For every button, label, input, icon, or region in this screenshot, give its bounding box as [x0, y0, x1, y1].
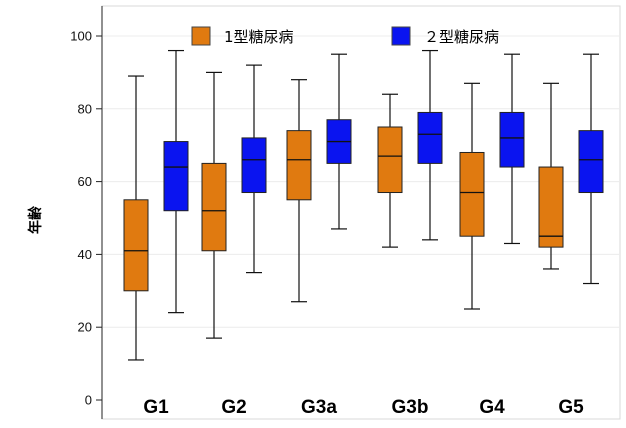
plot-area [101, 5, 621, 420]
legend-label-type1: 1型糖尿病 [224, 28, 294, 46]
box-type2 [241, 137, 267, 194]
category-label: G4 [479, 397, 505, 418]
y-tick-label: 80 [78, 101, 92, 116]
y-tick-label: 100 [70, 29, 92, 44]
legend-swatch-type2 [391, 26, 411, 46]
y-tick-label: 60 [78, 174, 92, 189]
y-tick-label: 0 [85, 393, 92, 408]
category-label: G3b [392, 397, 429, 418]
box-type2 [163, 141, 189, 212]
box-type1 [123, 199, 149, 292]
box-type1 [459, 151, 485, 237]
box-type2 [499, 111, 525, 168]
y-tick-label: 40 [78, 247, 92, 262]
y-tick-label: 20 [78, 320, 92, 335]
box-type2 [417, 111, 443, 164]
category-label: G5 [558, 397, 584, 418]
y-axis-label: 年齢 [27, 205, 44, 234]
box-type1 [538, 166, 564, 248]
box-type1 [201, 162, 227, 252]
box-type1 [286, 130, 312, 201]
category-label: G2 [221, 397, 246, 418]
box-type1 [377, 126, 403, 194]
category-label: G3a [301, 397, 337, 418]
legend-swatch-type1 [191, 26, 211, 46]
category-label: G1 [143, 397, 169, 418]
legend-label-type2: ２型糖尿病 [424, 28, 499, 46]
box-type2 [578, 130, 604, 194]
